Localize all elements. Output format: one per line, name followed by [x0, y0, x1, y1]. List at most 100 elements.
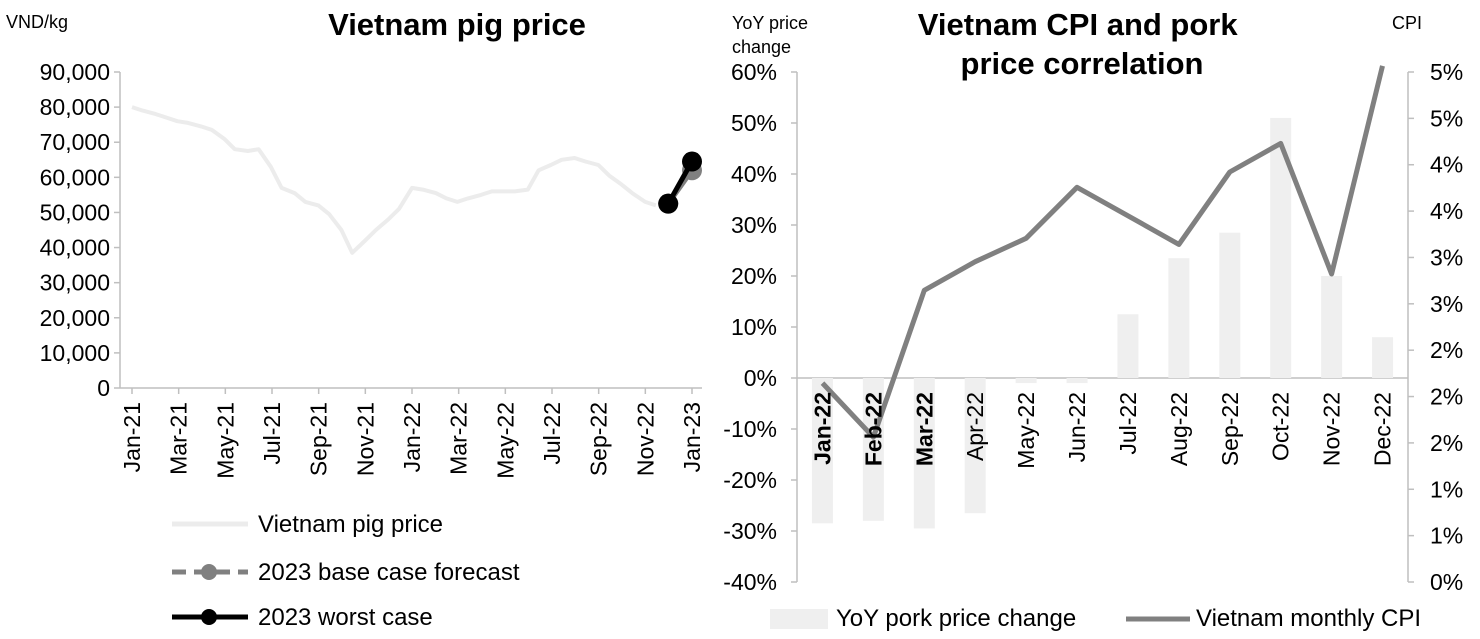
legend-label-yoy: YoY pork price change [836, 605, 1076, 632]
right-right-tick-label: 2% [1430, 337, 1463, 363]
left-x-tick-label: May-21 [212, 402, 238, 479]
left-y-tick-label: 70,000 [40, 129, 110, 155]
right-title-line1: Vietnam CPI and pork [918, 7, 1239, 42]
right-bars-group [811, 117, 1394, 529]
bar-jun-22 [1066, 378, 1088, 384]
right-chart-title: Vietnam CPI and pork price correlation [918, 7, 1246, 81]
left-x-ticks: Jan-21 Mar-21 May-21 Jul-21 Sep-21 Nov-21 Jan-… [119, 388, 705, 479]
right-x-tick-label: Dec-22 [1370, 392, 1396, 466]
left-series-marker-2023-worst-case [658, 193, 679, 214]
right-y-left-ticks: -40% -30% -20% -10% 0% 10% 20% 30% 40% 50% 60% [723, 59, 797, 595]
left-series-group [131, 105, 702, 255]
right-left-tick-label: 0% [744, 365, 777, 391]
right-left-tick-label: -30% [723, 518, 777, 544]
right-right-tick-label: 2% [1430, 384, 1463, 410]
right-left-tick-label: 30% [731, 212, 777, 238]
left-y-tick-label: 60,000 [40, 164, 110, 190]
right-left-tick-label: 20% [731, 263, 777, 289]
right-y-left-unit-line2: change [732, 37, 791, 57]
left-x-tick-label: Mar-21 [166, 402, 192, 475]
cpi-line [820, 65, 1385, 440]
right-left-tick-label: 10% [731, 314, 777, 340]
left-y-tick-label: 90,000 [40, 59, 110, 85]
right-y-left-unit-line1: YoY price [732, 13, 808, 33]
bar-sep-22 [1219, 232, 1241, 378]
left-x-tick-label: Jul-22 [539, 402, 565, 465]
left-series-marker-2023-worst-case [682, 151, 702, 172]
left-x-tick-label: May-22 [492, 402, 518, 479]
legend-swatch-yoy [770, 609, 828, 629]
left-y-tick-label: 40,000 [40, 235, 110, 261]
right-y-left-unit-label: YoY price change [732, 13, 813, 57]
right-right-tick-label: 2% [1430, 430, 1463, 456]
legend-label-cpi: Vietnam monthly CPI [1196, 605, 1421, 632]
left-x-tick-label: Nov-21 [352, 402, 378, 476]
legend-marker-base-case [201, 564, 217, 580]
bar-feb-22 [862, 378, 884, 521]
right-left-tick-label: 60% [731, 59, 777, 85]
right-legend: YoY pork price change Vietnam monthly CP… [770, 605, 1421, 632]
left-y-tick-label: 20,000 [40, 305, 110, 331]
bar-jul-22 [1117, 314, 1139, 378]
right-right-tick-label: 3% [1430, 244, 1463, 270]
right-left-tick-label: 50% [731, 110, 777, 136]
left-x-tick-label: Sep-22 [586, 402, 612, 476]
right-title-line2: price correlation [961, 46, 1204, 81]
right-x-tick-label: Aug-22 [1166, 392, 1192, 466]
left-y-ticks: 0 10,000 20,000 30,000 40,000 50,000 60,000 70,… [40, 59, 120, 401]
right-x-ticks: Jan-22 Feb-22 Mar-22 Apr-22 May-22 Jun-22 Jul-… [809, 392, 1395, 469]
left-x-tick-label: Jan-23 [679, 402, 705, 472]
right-right-tick-label: 0% [1430, 569, 1463, 595]
right-right-tick-label: 5% [1430, 105, 1463, 131]
left-legend: Vietnam pig price 2023 base case forecas… [172, 511, 520, 631]
right-x-tick-label: Feb-22 [860, 392, 886, 466]
right-right-tick-label: 3% [1430, 291, 1463, 317]
legend-label-worst-case: 2023 worst case [258, 604, 433, 631]
left-y-tick-label: 80,000 [40, 94, 110, 120]
right-x-tick-label: Jul-22 [1115, 392, 1141, 455]
left-y-unit-label: VND/kg [6, 12, 68, 32]
bar-mar-22 [913, 378, 935, 529]
left-series-line-vietnam-pig-price [131, 105, 657, 255]
right-x-tick-label: Mar-22 [911, 392, 937, 466]
right-x-tick-label: Sep-22 [1217, 392, 1243, 466]
left-y-tick-label: 50,000 [40, 199, 110, 225]
left-x-tick-label: Mar-22 [446, 402, 472, 475]
left-x-tick-label: Jul-21 [259, 402, 285, 465]
cpi-pork-chart: YoY price change Vietnam CPI and pork pr… [723, 7, 1463, 632]
legend-label-base-case: 2023 base case forecast [258, 559, 520, 586]
right-right-tick-label: 4% [1430, 198, 1463, 224]
left-x-tick-label: Sep-21 [306, 402, 332, 476]
left-x-tick-label: Jan-21 [119, 402, 145, 472]
bar-jan-22 [811, 378, 833, 524]
left-y-tick-label: 30,000 [40, 270, 110, 296]
left-y-tick-label: 10,000 [40, 340, 110, 366]
right-right-tick-label: 1% [1430, 476, 1463, 502]
bar-oct-22 [1270, 117, 1292, 379]
left-x-tick-label: Jan-22 [399, 402, 425, 472]
bar-nov-22 [1321, 276, 1343, 378]
right-left-tick-label: -10% [723, 416, 777, 442]
bar-aug-22 [1168, 258, 1190, 378]
right-right-tick-label: 5% [1430, 59, 1463, 85]
right-x-tick-label: Oct-22 [1268, 392, 1294, 461]
left-chart-title: Vietnam pig price [328, 7, 586, 42]
legend-marker-worst-case [201, 609, 217, 625]
right-left-tick-label: -20% [723, 467, 777, 493]
right-x-tick-label: Jan-22 [809, 392, 835, 465]
right-x-tick-label: Nov-22 [1319, 392, 1345, 466]
right-right-tick-label: 4% [1430, 152, 1463, 178]
legend-label-pig-price: Vietnam pig price [258, 511, 443, 538]
right-right-tick-label: 1% [1430, 523, 1463, 549]
right-x-tick-label: Apr-22 [962, 392, 988, 461]
right-line-group [820, 65, 1385, 440]
right-left-tick-label: -40% [723, 569, 777, 595]
bar-dec-22 [1372, 337, 1394, 378]
right-x-tick-label: May-22 [1013, 392, 1039, 469]
left-x-tick-label: Nov-22 [632, 402, 658, 476]
right-y-right-unit-label: CPI [1392, 13, 1422, 33]
right-y-right-ticks: 0% 1% 1% 2% 2% 2% 3% 3% 4% 4% 5% 5% [1408, 59, 1463, 595]
right-left-tick-label: 40% [731, 161, 777, 187]
pig-price-chart: VND/kg Vietnam pig price 0 10,000 20,000 30… [6, 7, 705, 631]
